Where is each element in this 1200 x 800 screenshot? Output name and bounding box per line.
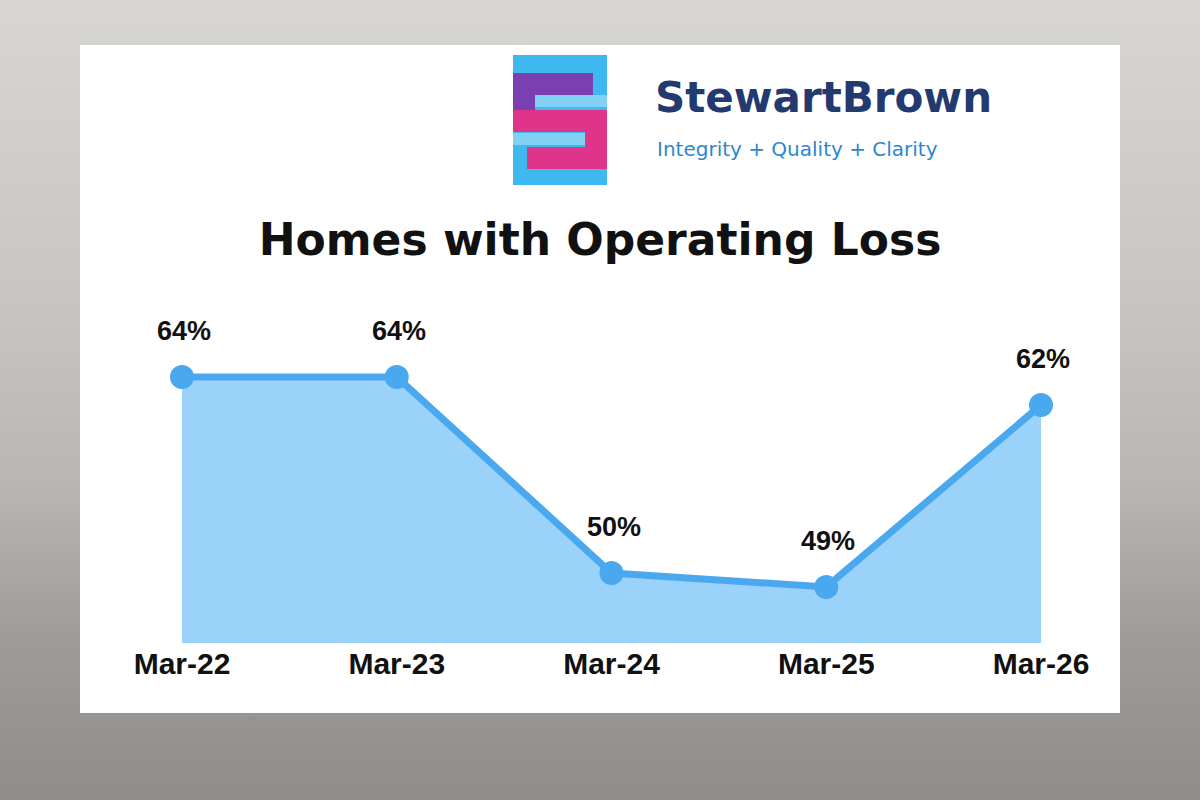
svg-text:Mar-24: Mar-24: [563, 647, 660, 680]
svg-text:Mar-26: Mar-26: [993, 647, 1090, 680]
svg-text:Mar-23: Mar-23: [348, 647, 445, 680]
svg-text:64%: 64%: [372, 316, 426, 346]
svg-text:Homes with Operating Loss: Homes with Operating Loss: [259, 214, 942, 265]
html-text:StewartBrown: StewartBrown: [655, 73, 992, 122]
svg-text:Mar-22: Mar-22: [134, 647, 231, 680]
svg-text:Mar-25: Mar-25: [778, 647, 875, 680]
svg-text:50%: 50%: [587, 512, 641, 542]
svg-text:49%: 49%: [801, 526, 855, 556]
svg-text:62%: 62%: [1016, 344, 1070, 374]
html-text:Integrity + Quality + Clarity: Integrity + Quality + Clarity: [657, 137, 938, 161]
svg-text:64%: 64%: [157, 316, 211, 346]
